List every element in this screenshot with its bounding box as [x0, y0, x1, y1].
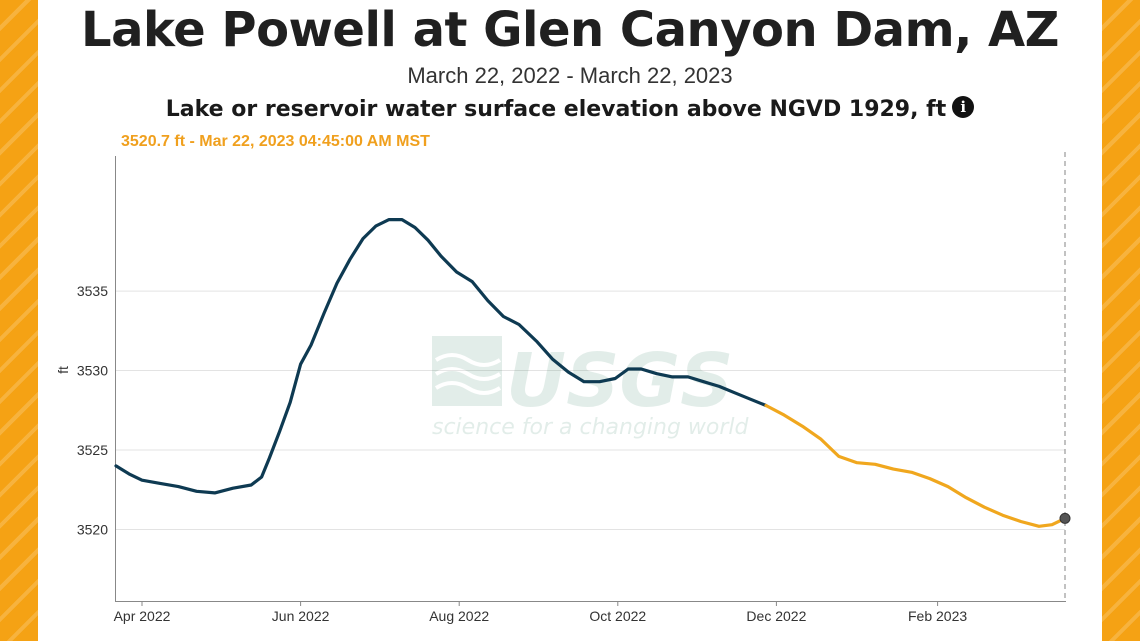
markers — [1059, 512, 1071, 524]
x-tick-label: Jun 2022 — [272, 608, 330, 624]
series-line-provisional — [764, 403, 1067, 528]
y-tick-label: 3535 — [77, 283, 108, 299]
y-tick-label: 3520 — [77, 521, 108, 537]
info-icon[interactable]: i — [952, 96, 975, 118]
usgs-logo-text: USGS — [506, 338, 733, 424]
gridlines — [116, 290, 1065, 530]
series-line-approved — [114, 218, 768, 495]
parameter-description: Lake or reservoir water surface elevatio… — [38, 96, 1102, 122]
current-value-point — [1059, 512, 1071, 524]
y-tick-label: 3530 — [77, 363, 108, 379]
y-tick-label: 3525 — [77, 442, 108, 458]
right-orange-stripe — [1102, 0, 1140, 641]
x-tick-label: Dec 2022 — [746, 608, 806, 624]
usgs-tagline: science for a changing world — [432, 415, 750, 440]
date-range-subtitle: March 22, 2022 - March 22, 2023 — [407, 63, 733, 88]
x-tick-label: Feb 2023 — [908, 608, 967, 624]
y-axis-ticks: 3520 3525 3530 3535 — [77, 283, 108, 537]
usgs-logo-mark — [432, 336, 502, 406]
x-tick-label: Apr 2022 — [114, 608, 171, 624]
x-axis-ticks: Apr 2022 Jun 2022 Aug 2022 Oct 2022 Dec 2022… — [114, 601, 967, 624]
left-orange-stripe — [0, 0, 38, 641]
usgs-watermark: USGS science for a changing world — [432, 336, 750, 440]
series — [114, 218, 1067, 528]
usgs-logo-waves — [434, 353, 502, 395]
hover-readout: 3520.7 ft - Mar 22, 2023 04:45:00 AM MST — [121, 133, 430, 150]
y-axis-label: ft — [55, 366, 71, 374]
parameter-label: Lake or reservoir water surface elevatio… — [165, 97, 947, 122]
x-tick-label: Aug 2022 — [429, 608, 489, 624]
x-tick-label: Oct 2022 — [589, 608, 646, 624]
chart-title: Lake Powell at Glen Canyon Dam, AZ — [81, 2, 1059, 58]
